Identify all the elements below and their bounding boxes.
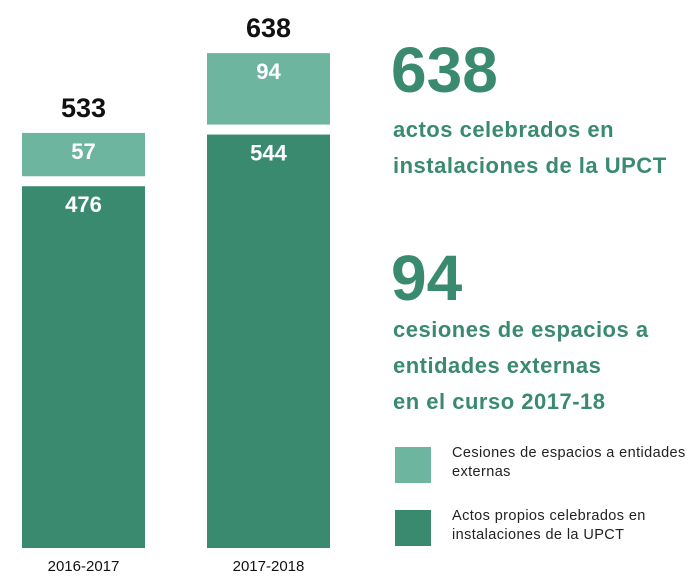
total-label: 638 — [246, 13, 291, 43]
big-number: 94 — [391, 242, 463, 314]
annotation-line: cesiones de espacios a — [393, 317, 649, 342]
bar-segment — [207, 53, 330, 125]
value-label: 94 — [256, 59, 281, 84]
value-label: 57 — [71, 139, 95, 164]
bar-segment — [22, 186, 145, 549]
big-number: 638 — [391, 34, 498, 106]
bar-segment — [22, 132, 145, 177]
annotation-line: instalaciones de la UPCT — [393, 153, 667, 178]
annotation-line: entidades externas — [393, 353, 601, 378]
legend-swatch — [395, 447, 431, 483]
legend-label: Cesiones de espacios a entidades externa… — [452, 445, 686, 480]
bar-segment — [207, 134, 330, 548]
legend-swatch — [395, 510, 431, 546]
legend-label: Actos propios celebrados en instalacione… — [452, 508, 646, 543]
value-label: 544 — [250, 141, 287, 166]
annotation-line: en el curso 2017-18 — [393, 389, 606, 414]
value-label: 476 — [65, 192, 102, 217]
x-tick-label: 2017-2018 — [233, 558, 305, 575]
annotation-line: actos celebrados en — [393, 117, 614, 142]
x-tick-label: 2016-2017 — [48, 558, 120, 575]
total-label: 533 — [61, 93, 106, 123]
